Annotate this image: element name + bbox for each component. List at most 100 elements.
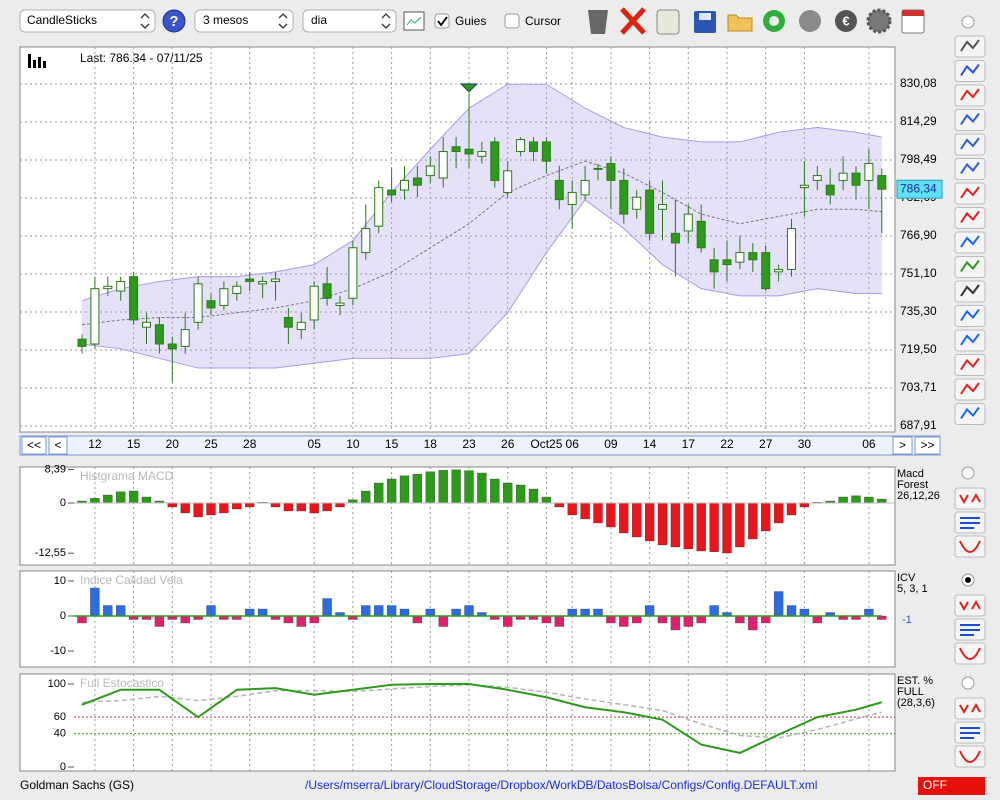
- nav-button[interactable]: [48, 436, 68, 455]
- config-path[interactable]: /Users/mserra/Library/CloudStorage/Dropb…: [305, 778, 817, 792]
- chart-icon[interactable]: [403, 11, 425, 31]
- tool-button[interactable]: [954, 60, 986, 82]
- nav-button[interactable]: [914, 436, 941, 455]
- hist-bar: [786, 502, 797, 516]
- icon-bar: [38, 57, 41, 68]
- hist-bar: [374, 605, 384, 617]
- tool-button[interactable]: [954, 84, 986, 107]
- open-icon[interactable]: [727, 14, 753, 32]
- candle-body: [735, 252, 745, 263]
- guides-checkbox[interactable]: [434, 13, 450, 29]
- tool-button[interactable]: [954, 182, 986, 205]
- candle-body: [812, 175, 822, 181]
- tool-button[interactable]: [954, 354, 986, 376]
- tool-button[interactable]: [954, 207, 986, 229]
- hist-bar: [232, 502, 242, 510]
- hist-bar: [838, 496, 848, 504]
- tool-glyph: [959, 750, 981, 763]
- nav-button[interactable]: [21, 436, 47, 455]
- hist-bar: [477, 472, 487, 504]
- delete-icon[interactable]: [620, 7, 646, 35]
- hist-bar: [464, 605, 474, 617]
- candle-body: [142, 321, 151, 328]
- candle-body: [271, 278, 280, 282]
- tool-glyph: [960, 517, 980, 529]
- candle-body: [696, 220, 706, 249]
- settings-icon[interactable]: [866, 8, 892, 34]
- x-tick-label: 15: [385, 437, 399, 451]
- tool-button[interactable]: [954, 745, 986, 768]
- x-tick-label: 09: [604, 437, 618, 451]
- tool-button[interactable]: [954, 231, 986, 254]
- hist-bar: [296, 615, 306, 627]
- hist-bar: [451, 469, 461, 504]
- candle-body: [787, 228, 796, 270]
- tool-button[interactable]: [954, 329, 986, 352]
- tool-button[interactable]: [954, 594, 986, 617]
- hist-bar: [361, 490, 371, 504]
- trash-icon[interactable]: [588, 10, 608, 34]
- print-icon[interactable]: [656, 9, 680, 35]
- tool-button[interactable]: [954, 697, 986, 720]
- hist-bar: [283, 615, 294, 624]
- candle-body: [167, 343, 177, 350]
- hist-bar: [451, 608, 461, 617]
- hist-bar: [799, 608, 810, 617]
- x-tick-label: 25: [204, 437, 218, 451]
- nav-button[interactable]: [892, 436, 913, 455]
- tool-button[interactable]: [954, 280, 986, 303]
- hist-bar: [116, 491, 126, 504]
- tool-button[interactable]: [954, 487, 986, 510]
- tool-button[interactable]: [954, 109, 986, 131]
- tool-button[interactable]: [954, 403, 986, 425]
- tool-button[interactable]: [954, 133, 986, 156]
- tool-button[interactable]: [954, 256, 986, 278]
- help-button[interactable]: [162, 9, 186, 33]
- y-tick-label: 751,10: [900, 266, 937, 280]
- cursor-checkbox[interactable]: [504, 13, 520, 29]
- interval-select[interactable]: [302, 9, 397, 33]
- hist-bar: [864, 608, 874, 617]
- radio[interactable]: [961, 676, 975, 690]
- radio[interactable]: [961, 466, 975, 480]
- hist-bar: [696, 615, 706, 624]
- hist-bar: [90, 587, 100, 617]
- hist-bar: [619, 502, 629, 534]
- y-tick-label: 735,30: [900, 304, 937, 318]
- status-text: OFF: [923, 778, 947, 792]
- hist-bar: [245, 502, 255, 508]
- radio[interactable]: [961, 15, 975, 29]
- y-tick-label: -10: [50, 645, 66, 657]
- tool-button[interactable]: [954, 642, 986, 665]
- candle-body: [670, 232, 680, 244]
- chart-type-select[interactable]: [19, 9, 156, 33]
- status-box[interactable]: [918, 777, 985, 795]
- candle-body: [438, 151, 448, 179]
- bollinger-lower: [81, 198, 882, 369]
- hist-bar: [606, 502, 616, 528]
- currency-icon[interactable]: [835, 10, 857, 32]
- tool-button[interactable]: [954, 535, 986, 558]
- candle-body: [709, 259, 719, 273]
- candle-body: [658, 203, 667, 210]
- candle-body: [219, 288, 229, 307]
- help-icon: ?: [169, 13, 178, 30]
- hist-bar: [386, 605, 397, 617]
- candle-body: [799, 184, 809, 189]
- period-select[interactable]: [194, 9, 294, 33]
- y-tick-label: 687,91: [900, 418, 937, 432]
- tool-button[interactable]: [954, 305, 986, 327]
- bollinger-middle: [81, 160, 882, 326]
- nav-label: >: [899, 438, 906, 452]
- signal-marker: [459, 83, 479, 93]
- candle-body: [361, 228, 371, 254]
- tool-button[interactable]: [954, 378, 986, 401]
- globe-icon[interactable]: [799, 10, 821, 32]
- hist-bar: [180, 502, 190, 514]
- panel-title: Histgrama MACD: [80, 469, 174, 483]
- hist-bar: [515, 484, 526, 504]
- y-tick-label: 0: [60, 497, 66, 509]
- tool-button[interactable]: [954, 35, 986, 58]
- tool-button[interactable]: [954, 158, 986, 180]
- hist-bar: [412, 615, 423, 624]
